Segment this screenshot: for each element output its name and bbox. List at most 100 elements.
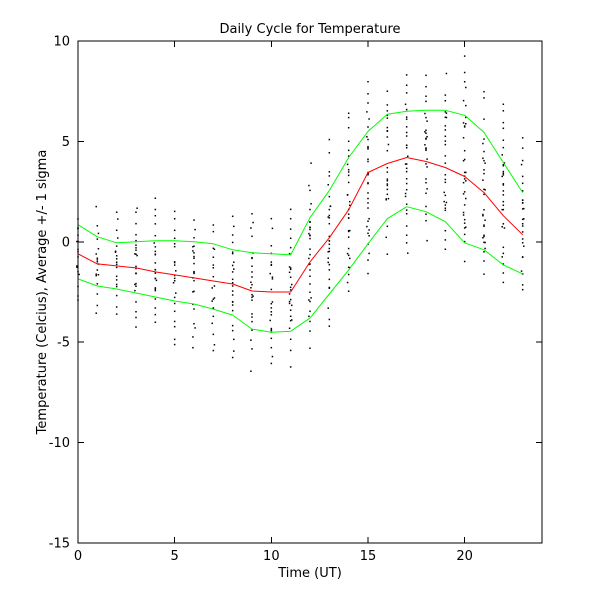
sample-dot [309,347,311,349]
sample-dot [76,240,78,243]
sample-dot [329,205,332,208]
sample-dot [154,313,157,316]
sample-dot [463,55,466,57]
sample-dot [367,148,369,150]
sample-dot [520,270,523,272]
sample-dot [211,322,213,325]
sample-dot [193,270,195,273]
sample-dot [289,237,292,240]
sample-dot [463,233,466,236]
sample-dot [173,229,176,232]
sample-dot [173,217,176,220]
sample-dot [405,126,408,128]
sample-dot [521,284,524,286]
sample-dot [444,111,447,113]
sample-dot [310,202,312,205]
sample-dot [502,103,505,106]
sample-dot [367,259,369,261]
sample-dot [154,287,157,289]
sample-dot [465,171,467,174]
sample-dot-column [462,55,467,263]
sample-dot [386,166,389,169]
y-tick-label: 0 [62,235,70,250]
sample-dot [289,276,292,278]
sample-dot [135,267,137,270]
sample-dot [405,242,408,244]
sample-dot [134,283,136,286]
sample-dot [154,262,157,264]
sample-dot [212,298,215,300]
sample-dot [154,250,157,253]
sample-dot [368,252,370,255]
sample-dot [407,252,409,254]
sample-dot [462,159,465,162]
sample-dot [193,252,195,254]
sample-dot [347,290,350,292]
sample-dot [521,190,524,192]
sample-dot [250,286,252,289]
sample-dot [425,149,427,152]
sample-dot [212,256,215,258]
sample-dot [328,175,331,177]
sample-dot [386,130,389,132]
sample-dot [368,235,370,237]
sample-dot [386,178,389,180]
sample-dot [347,229,350,232]
sample-dot [97,247,100,250]
sample-dot [289,349,292,352]
sample-dot [502,246,505,249]
sample-dot [405,116,408,118]
sample-dot [405,135,408,137]
sample-dot [115,294,118,297]
sample-dot [367,158,369,161]
sample-dot [154,253,157,256]
sample-dot [386,253,389,255]
sample-dot [250,227,252,229]
sample-dot [502,223,505,225]
sample-dot [482,213,484,216]
sample-dot [366,136,368,138]
sample-dot [173,261,176,264]
sample-dot [503,162,506,164]
sample-dot [444,229,447,232]
sample-dot [367,182,369,185]
sample-dot [502,200,505,203]
sample-dot [309,275,311,278]
sample-dot [135,211,137,213]
sample-dot [386,184,389,187]
sample-dot [443,200,445,203]
sample-dot [309,189,311,192]
sample-dot [97,273,100,276]
sample-dot [444,116,447,119]
sample-dot [347,112,350,115]
sample-dot [310,297,312,299]
sample-dot [521,147,524,149]
sample-dot [405,118,408,120]
sample-dot [173,320,176,323]
sample-dot [212,307,215,310]
sample-dot [367,182,369,184]
sample-dot [115,266,118,269]
sample-dot-column [482,90,486,275]
sample-dot [404,195,407,198]
sample-dot [521,231,524,233]
sample-dot [154,214,157,217]
sample-dot [309,237,311,240]
sample-dot [154,272,157,274]
sample-dot [309,283,311,285]
sample-dot [521,223,524,225]
sample-dot [135,233,137,236]
sample-dot [483,138,485,140]
sample-dot [386,110,389,112]
sample-dot [386,225,389,228]
sample-dot [231,282,234,284]
sample-dot [115,229,118,232]
sample-dot [95,273,97,275]
sample-dot [212,264,215,266]
sample-dot [231,264,234,267]
sample-dot [173,279,176,282]
sample-dot [212,333,215,336]
sample-dot [309,208,311,211]
sample-dot [327,307,329,309]
sample-dot [193,322,195,325]
